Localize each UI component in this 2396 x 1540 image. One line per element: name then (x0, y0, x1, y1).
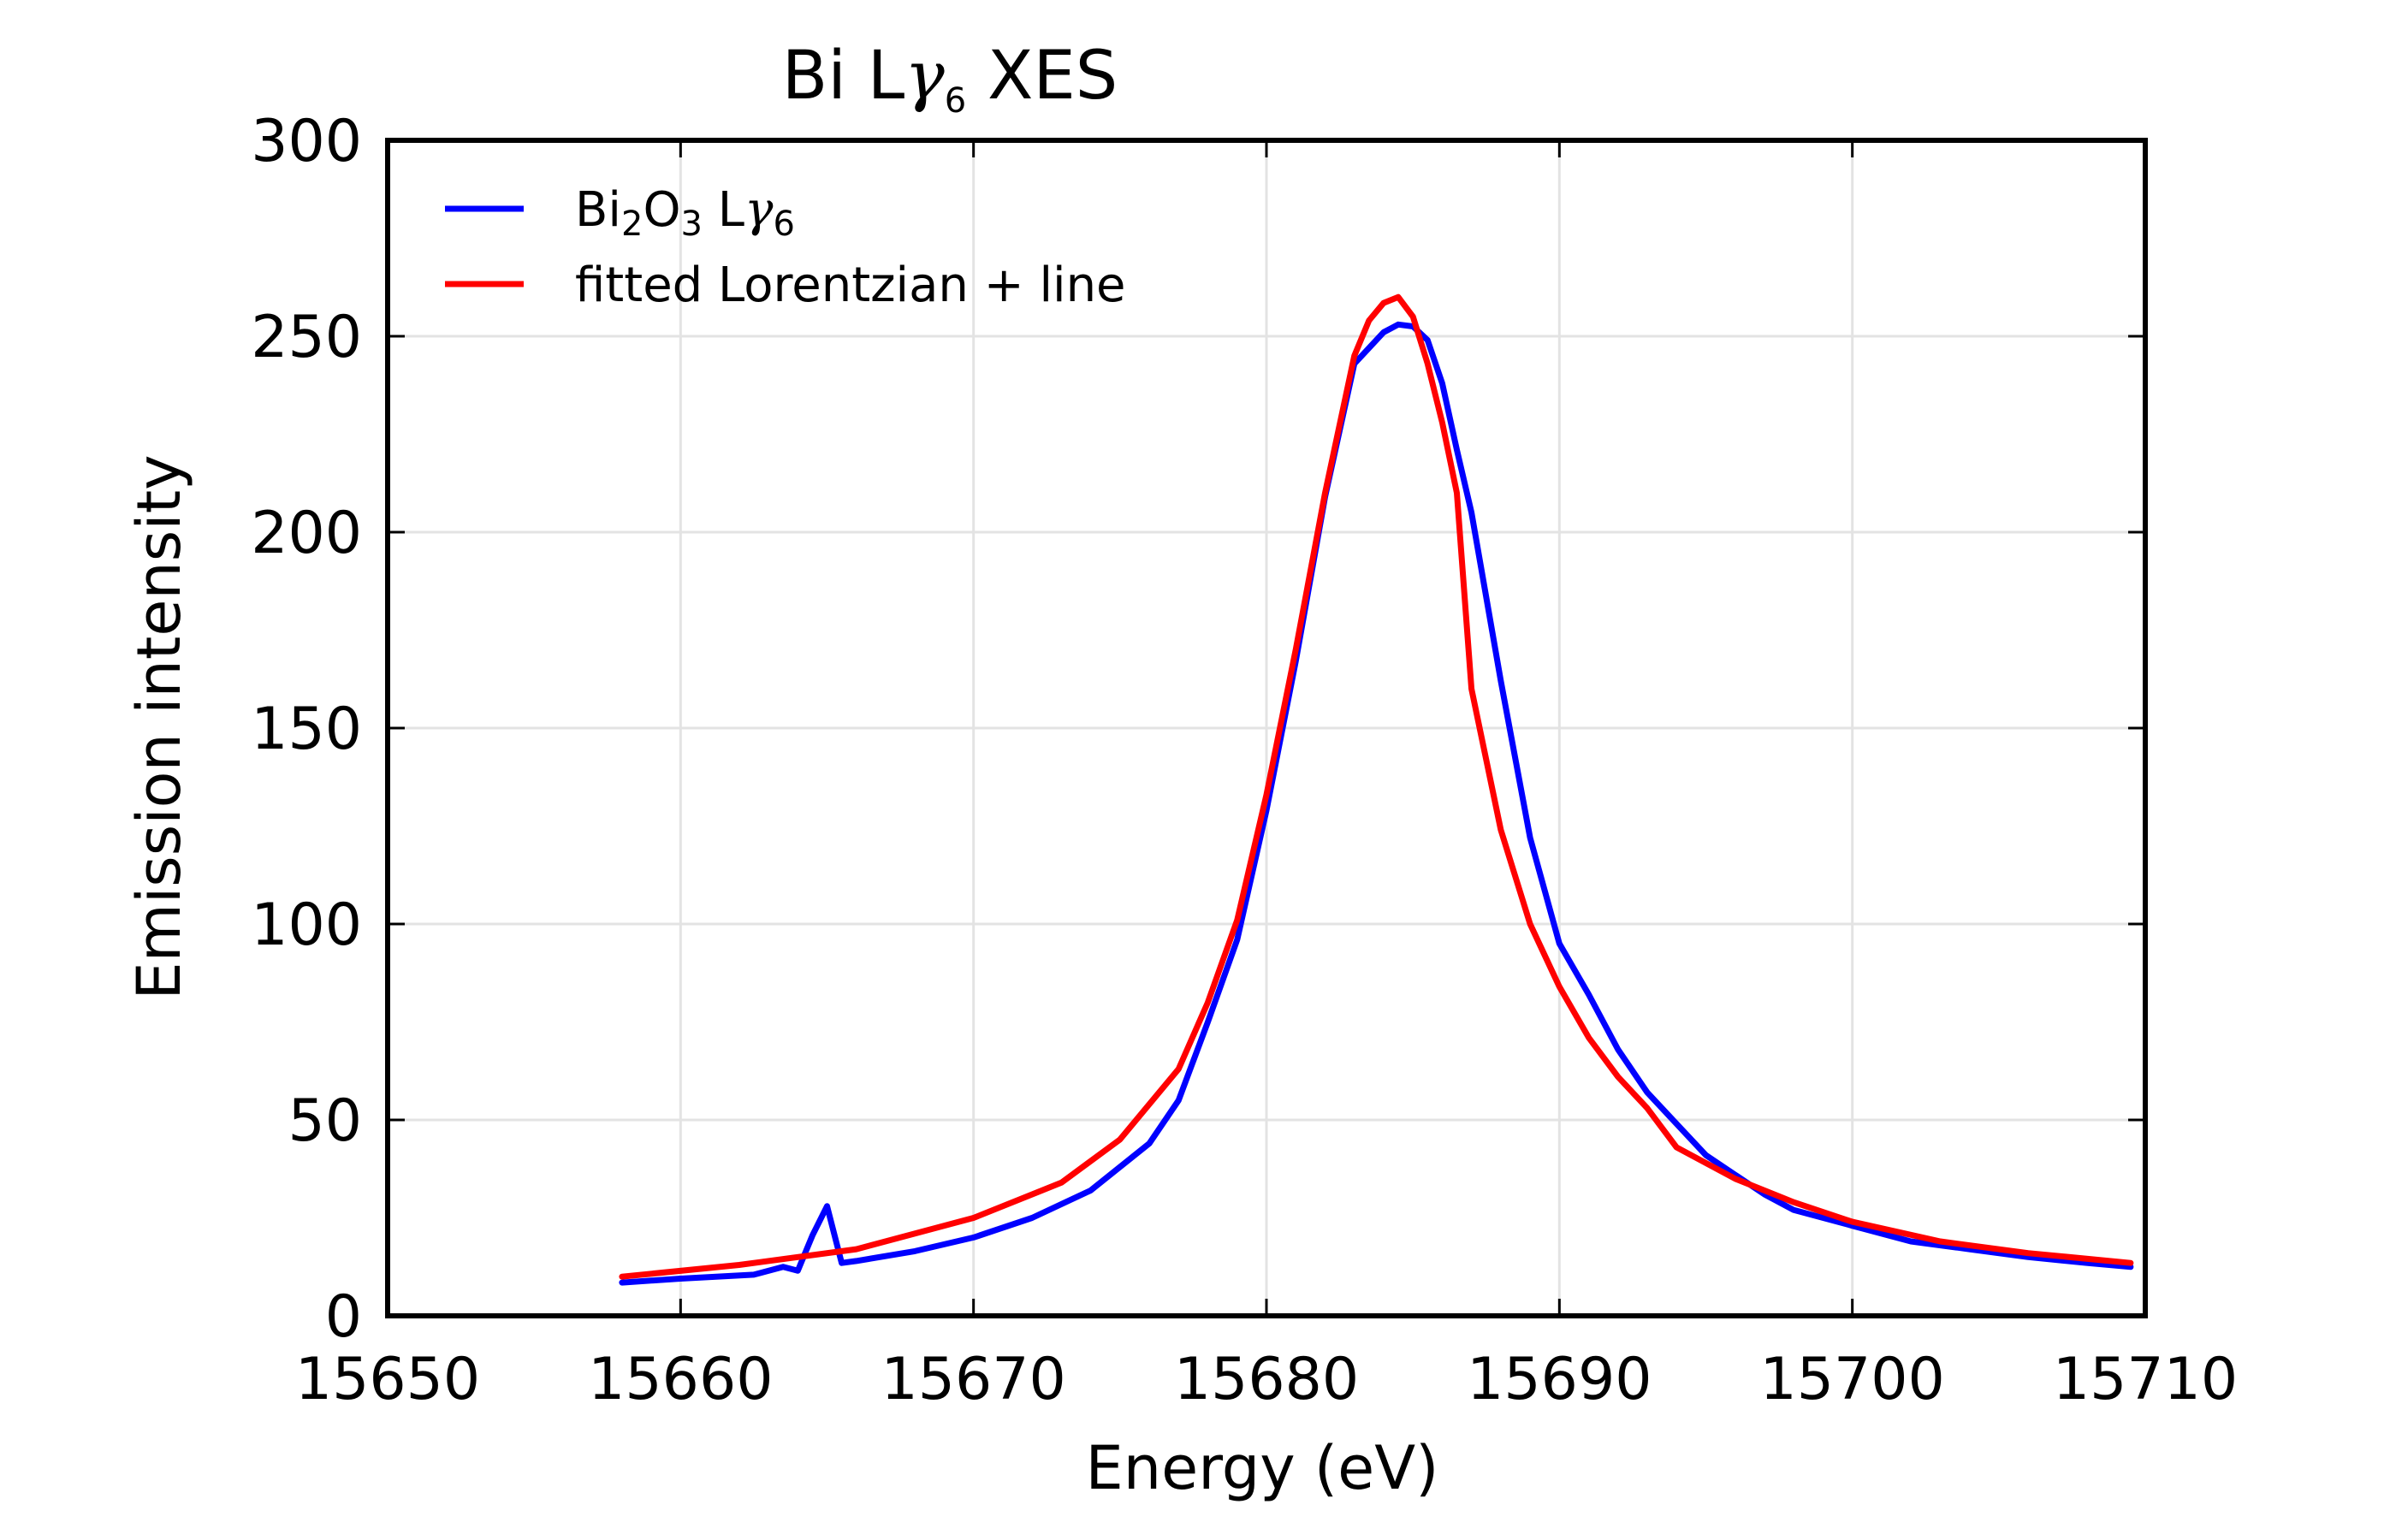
tick-layer: 15650 15660 15670 15680 15690 15700 15710 0 50 10… (251, 108, 2238, 1413)
x-tick-label: 15700 (1760, 1346, 1945, 1413)
x-tick-label: 15660 (588, 1346, 773, 1413)
series-line-fit (619, 293, 2134, 1280)
chart-title: Bi Lγ6 XES (782, 38, 1118, 121)
grid-layer (388, 140, 2145, 1316)
y-tick-label: 300 (251, 108, 362, 175)
x-tick-label: 15680 (1174, 1346, 1359, 1413)
legend-label-fit: fitted Lorentzian + line (575, 258, 1126, 313)
x-tick-label: 15650 (295, 1346, 480, 1413)
x-tick-label: 15690 (1467, 1346, 1652, 1413)
y-tick-label: 200 (251, 500, 362, 567)
x-axis-label: Energy (eV) (1086, 1433, 1439, 1503)
y-axis-label: Emission intensity (124, 454, 194, 999)
y-tick-label: 100 (251, 891, 362, 959)
legend-label-measured: Bi2O3 Lγ6 (575, 182, 795, 244)
y-tick-label: 0 (325, 1283, 362, 1351)
x-tick-label: 15670 (881, 1346, 1066, 1413)
y-tick-label: 250 (251, 304, 362, 371)
x-tick-label: 15710 (2053, 1346, 2238, 1413)
series-layer (619, 293, 2134, 1286)
y-tick-label: 50 (288, 1087, 362, 1155)
y-tick-label: 150 (251, 696, 362, 763)
legend: Bi2O3 Lγ6 fitted Lorentzian + line (445, 182, 1126, 313)
